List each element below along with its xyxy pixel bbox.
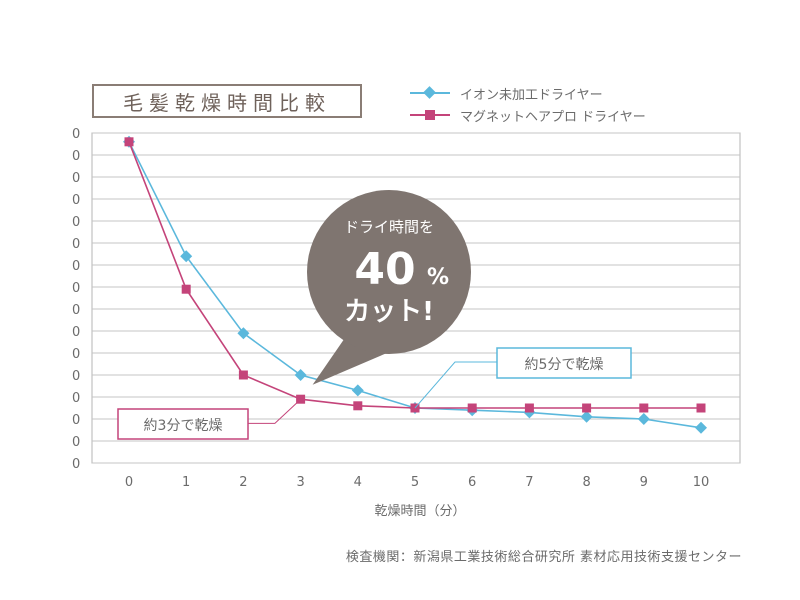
x-tick-label: 4 bbox=[354, 475, 362, 490]
y-tick-label: 0 bbox=[72, 215, 80, 230]
legend-swatch-magnet bbox=[410, 109, 450, 121]
data-point-1 bbox=[467, 403, 477, 413]
data-point-1 bbox=[124, 137, 134, 147]
data-point-1 bbox=[181, 284, 191, 294]
y-tick-label: 0 bbox=[72, 413, 80, 428]
data-point-1 bbox=[524, 403, 534, 413]
x-tick-label: 0 bbox=[125, 475, 133, 490]
data-point-0 bbox=[580, 410, 593, 423]
data-point-0 bbox=[351, 384, 364, 397]
y-tick-label: 0 bbox=[72, 149, 80, 164]
chart-title: 毛髪乾燥時間比較 bbox=[92, 84, 362, 118]
y-tick-label: 0 bbox=[72, 369, 80, 384]
callout-pink-box bbox=[117, 408, 249, 440]
y-tick-label: 0 bbox=[72, 303, 80, 318]
callout-blue-leader bbox=[414, 361, 497, 409]
y-tick-label: 0 bbox=[72, 193, 80, 208]
legend-item-ion: イオン未加工ドライヤー bbox=[410, 82, 646, 104]
x-tick-label: 6 bbox=[468, 475, 476, 490]
x-tick-label: 1 bbox=[182, 475, 190, 490]
data-point-0 bbox=[294, 369, 307, 381]
x-tick-label: 7 bbox=[525, 475, 533, 490]
y-tick-label: 0 bbox=[72, 435, 80, 450]
bubble-text-percent-sign: % bbox=[427, 265, 449, 290]
callout-blue-text: 約5分で乾燥 bbox=[525, 357, 604, 373]
x-tick-label: 5 bbox=[411, 475, 419, 490]
legend-item-magnet: マグネットヘアプロ ドライヤー bbox=[410, 104, 646, 126]
y-tick-label: 0 bbox=[72, 457, 80, 472]
data-point-1 bbox=[696, 403, 706, 413]
bubble-text-percent: 40 bbox=[354, 244, 415, 295]
speech-bubble bbox=[307, 190, 471, 354]
bubble-text-line1: ドライ時間を bbox=[344, 218, 434, 236]
data-point-0 bbox=[237, 327, 250, 340]
y-tick-label: 0 bbox=[72, 259, 80, 274]
y-tick-label: 0 bbox=[72, 281, 80, 296]
x-axis-label: 乾燥時間（分） bbox=[374, 504, 466, 519]
bubble-text-line3: カット! bbox=[344, 297, 434, 327]
source-note: 検査機関：新潟県工業技術総合研究所 素材応用技術支援センター bbox=[345, 550, 742, 565]
callout-pink-text: 約3分で乾燥 bbox=[144, 418, 223, 434]
x-tick-label: 10 bbox=[693, 475, 710, 490]
x-tick-label: 2 bbox=[239, 475, 247, 490]
legend-label-magnet: マグネットヘアプロ ドライヤー bbox=[460, 109, 646, 125]
data-point-0 bbox=[637, 413, 650, 425]
callout-blue-box bbox=[496, 347, 632, 379]
y-tick-label: 0 bbox=[72, 391, 80, 406]
legend: イオン未加工ドライヤー マグネットヘアプロ ドライヤー bbox=[410, 82, 646, 126]
y-tick-label: 0 bbox=[72, 237, 80, 252]
data-point-1 bbox=[238, 370, 248, 380]
x-tick-label: 8 bbox=[582, 475, 590, 490]
data-point-1 bbox=[639, 403, 649, 413]
data-point-0 bbox=[695, 421, 707, 434]
y-tick-label: 0 bbox=[72, 325, 80, 340]
data-point-0 bbox=[180, 250, 193, 263]
legend-label-ion: イオン未加工ドライヤー bbox=[460, 87, 603, 103]
data-point-1 bbox=[296, 394, 306, 404]
y-tick-label: 0 bbox=[72, 347, 80, 362]
x-tick-label: 9 bbox=[640, 475, 648, 490]
x-tick-label: 3 bbox=[296, 475, 304, 490]
data-point-1 bbox=[582, 403, 592, 413]
legend-swatch-ion bbox=[410, 86, 450, 99]
y-tick-label: 0 bbox=[72, 171, 80, 186]
y-tick-label: 0 bbox=[72, 127, 80, 142]
data-point-1 bbox=[353, 401, 363, 411]
